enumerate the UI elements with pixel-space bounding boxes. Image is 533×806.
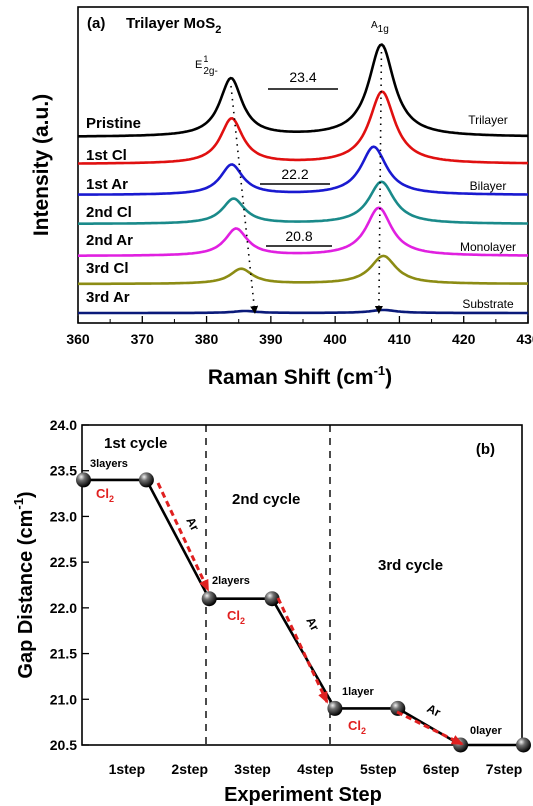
data-point: [138, 472, 154, 488]
series-label-pristine: Pristine: [86, 115, 141, 132]
panel-b-xlabel: Experiment Step: [224, 784, 382, 806]
layer-label-bilayer: Bilayer: [470, 179, 507, 193]
series-label-1st-cl: 1st Cl: [86, 147, 127, 164]
panel-a-frame: [77, 6, 529, 324]
x-category-label: 6step: [423, 761, 460, 777]
data-point: [516, 737, 531, 753]
panel-b-ylabel: Gap Distance (cm-1): [11, 491, 37, 678]
x-tick-label: 420: [452, 331, 476, 347]
panel-a-ylabel: Intensity (a.u.): [30, 94, 53, 236]
series-label-3rd-ar: 3rd Ar: [86, 289, 130, 306]
gap-value-2: 22.2: [281, 166, 308, 182]
spectrum-3rd-cl: [78, 254, 529, 286]
spectrum-2nd-cl: [78, 180, 528, 225]
panel-b-frame: [81, 424, 523, 746]
panel-a-guides: [230, 51, 383, 314]
panel-b: 20.5 21.0 21.5 22.0 22.5 23.0 23.5 24.0 1step 2st…: [11, 417, 531, 806]
x-category-label: 2step: [171, 761, 208, 777]
x-tick-label: 380: [195, 331, 219, 347]
layer-label-1layer: 1layer: [342, 686, 375, 698]
panel-b-label: (b): [476, 441, 495, 458]
y-tick-label: 22.0: [50, 600, 77, 616]
series-label-3rd-cl: 3rd Cl: [86, 260, 129, 277]
panel-a-title: Trilayer MoS2: [126, 15, 221, 36]
ar-arrow-2: [276, 597, 329, 704]
ar-label-1: Ar: [183, 515, 202, 534]
x-tick-label: 400: [323, 331, 347, 347]
data-point: [201, 591, 217, 607]
data-point: [327, 700, 343, 716]
y-tick-label: 23.0: [50, 508, 77, 524]
peak-label-a1g: A1g: [371, 20, 389, 35]
y-tick-label: 22.5: [50, 554, 77, 570]
panel-a: 360 370 380 390 400 410 420 430 (a) Trilayer Mo…: [30, 6, 533, 389]
layer-label-3layers: 3layers: [90, 458, 128, 470]
x-category-label: 7step: [486, 761, 523, 777]
ar-arrow-1: [156, 482, 210, 592]
y-tick-label: 21.0: [50, 691, 77, 707]
spectrum-pristine: [78, 43, 529, 138]
peak-label-e2g: E1 2g-: [195, 54, 218, 77]
layer-label-monolayer: Monolayer: [460, 240, 516, 254]
x-tick-label: 360: [66, 331, 90, 347]
data-point: [264, 591, 280, 607]
x-tick-label: 370: [131, 331, 155, 347]
ar-arrow-3: [396, 710, 464, 746]
data-point: [390, 700, 406, 716]
panel-b-ticks: 20.5 21.0 21.5 22.0 22.5 23.0 23.5 24.0 1step 2st…: [50, 417, 523, 777]
x-category-label: 1step: [109, 761, 146, 777]
cl-label-2: Cl2: [227, 608, 245, 626]
a1g-shift-guide: [374, 51, 383, 314]
layer-label-0layer: 0layer: [470, 725, 503, 737]
series-label-2nd-cl: 2nd Cl: [86, 204, 132, 221]
layer-labels: Trilayer Bilayer Monolayer Substrate: [460, 113, 516, 311]
layer-label-trilayer: Trilayer: [468, 113, 508, 127]
layer-label-2layers: 2layers: [212, 575, 250, 587]
cl-label-1: Cl2: [96, 486, 114, 504]
x-tick-label: 410: [388, 331, 412, 347]
y-tick-label: 21.5: [50, 646, 77, 662]
cycle-label-2: 2nd cycle: [232, 491, 300, 508]
layer-label-substrate: Substrate: [462, 297, 514, 311]
spectrum-1st-ar: [78, 145, 528, 196]
y-tick-label: 23.5: [50, 463, 77, 479]
e2g-shift-guide: [230, 85, 259, 314]
panel-a-series: [78, 43, 529, 315]
x-tick-label: 430: [516, 331, 533, 347]
x-tick-label: 390: [259, 331, 283, 347]
gap-value-1: 23.4: [289, 69, 316, 85]
y-tick-label: 20.5: [50, 737, 77, 753]
gap-value-3: 20.8: [285, 228, 312, 244]
x-category-label: 4step: [297, 761, 334, 777]
panel-a-ticks: 360 370 380 390 400 410 420 430: [66, 316, 533, 347]
series-label-2nd-ar: 2nd Ar: [86, 232, 133, 249]
ar-label-2: Ar: [303, 615, 322, 634]
x-category-label: 5step: [360, 761, 397, 777]
series-labels: Pristine 1st Cl 1st Ar 2nd Cl 2nd Ar 3rd…: [86, 115, 141, 306]
data-point: [76, 472, 91, 488]
gap-distance-line: [83, 478, 524, 747]
spectrum-2nd-ar: [78, 206, 528, 257]
ar-label-3: Ar: [425, 701, 444, 720]
panel-a-xlabel: Raman Shift (cm-1): [208, 363, 392, 389]
spectrum-3rd-ar: [78, 308, 528, 315]
panel-a-label: (a): [87, 15, 105, 32]
spectrum-1st-cl: [78, 90, 528, 165]
cl-label-3: Cl2: [348, 718, 366, 736]
cycle-label-3: 3rd cycle: [378, 557, 443, 574]
y-tick-label: 24.0: [50, 417, 77, 433]
panel-b-series: [76, 472, 531, 753]
gap-annotations: 23.4 22.2 20.8: [260, 69, 338, 247]
cycle-label-1: 1st cycle: [104, 435, 167, 452]
x-category-label: 3step: [234, 761, 271, 777]
series-label-1st-ar: 1st Ar: [86, 176, 128, 193]
